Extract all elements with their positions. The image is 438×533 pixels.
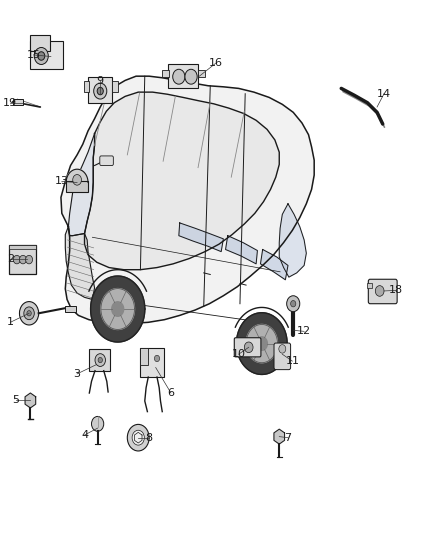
Text: 7: 7	[284, 433, 292, 443]
FancyBboxPatch shape	[368, 279, 397, 304]
Text: 14: 14	[377, 88, 391, 99]
Circle shape	[154, 356, 159, 362]
FancyBboxPatch shape	[100, 156, 113, 165]
Circle shape	[19, 255, 26, 264]
Polygon shape	[101, 288, 134, 329]
FancyBboxPatch shape	[234, 338, 261, 357]
Text: 1: 1	[7, 317, 14, 327]
FancyBboxPatch shape	[10, 245, 35, 249]
FancyBboxPatch shape	[113, 82, 118, 92]
Polygon shape	[25, 393, 35, 408]
Circle shape	[95, 354, 106, 367]
Polygon shape	[279, 204, 306, 277]
Circle shape	[19, 302, 39, 325]
Circle shape	[27, 311, 31, 316]
Circle shape	[98, 358, 102, 363]
Polygon shape	[179, 223, 223, 252]
Circle shape	[287, 296, 300, 312]
Polygon shape	[226, 236, 258, 264]
Text: 19: 19	[3, 98, 18, 108]
Text: 15: 15	[26, 50, 40, 60]
Text: 9: 9	[97, 77, 104, 86]
Circle shape	[73, 174, 81, 185]
Circle shape	[38, 52, 45, 60]
Polygon shape	[261, 249, 288, 280]
FancyBboxPatch shape	[84, 82, 89, 92]
Text: 13: 13	[55, 176, 69, 187]
FancyBboxPatch shape	[30, 35, 50, 51]
Circle shape	[375, 286, 384, 296]
Circle shape	[92, 416, 104, 431]
Circle shape	[185, 69, 197, 84]
Polygon shape	[61, 76, 314, 324]
Text: 4: 4	[81, 430, 88, 440]
Circle shape	[24, 307, 34, 320]
Text: 10: 10	[232, 349, 246, 359]
Circle shape	[132, 430, 145, 445]
FancyBboxPatch shape	[65, 306, 76, 312]
Polygon shape	[112, 302, 124, 316]
Text: 3: 3	[74, 369, 81, 379]
FancyBboxPatch shape	[168, 64, 198, 88]
Circle shape	[244, 342, 253, 353]
FancyBboxPatch shape	[198, 70, 205, 77]
Text: 12: 12	[297, 326, 311, 336]
FancyBboxPatch shape	[88, 77, 112, 103]
Polygon shape	[274, 429, 285, 444]
FancyBboxPatch shape	[140, 349, 148, 366]
FancyBboxPatch shape	[367, 283, 372, 288]
Text: 11: 11	[285, 356, 299, 366]
Text: 6: 6	[167, 388, 174, 398]
Circle shape	[279, 345, 286, 353]
FancyBboxPatch shape	[30, 41, 63, 69]
FancyBboxPatch shape	[162, 70, 169, 77]
FancyBboxPatch shape	[10, 245, 35, 274]
Text: 5: 5	[12, 395, 19, 406]
Polygon shape	[237, 313, 287, 374]
Circle shape	[290, 301, 296, 307]
Circle shape	[97, 87, 103, 95]
Polygon shape	[256, 337, 267, 350]
FancyBboxPatch shape	[66, 181, 88, 192]
Polygon shape	[91, 276, 145, 342]
FancyBboxPatch shape	[89, 350, 110, 370]
Text: 8: 8	[145, 433, 153, 443]
FancyBboxPatch shape	[274, 343, 290, 369]
Circle shape	[13, 255, 20, 264]
Circle shape	[127, 424, 149, 451]
Circle shape	[25, 255, 32, 264]
Polygon shape	[66, 169, 88, 182]
Circle shape	[34, 47, 48, 64]
FancyBboxPatch shape	[13, 99, 22, 106]
Polygon shape	[65, 227, 95, 300]
Text: 16: 16	[208, 59, 223, 68]
Text: 2: 2	[7, 254, 14, 263]
Circle shape	[173, 69, 185, 84]
Text: 18: 18	[389, 286, 403, 295]
Polygon shape	[85, 92, 279, 270]
Circle shape	[94, 83, 107, 99]
Polygon shape	[246, 325, 278, 362]
FancyBboxPatch shape	[140, 348, 163, 377]
Polygon shape	[68, 134, 95, 236]
